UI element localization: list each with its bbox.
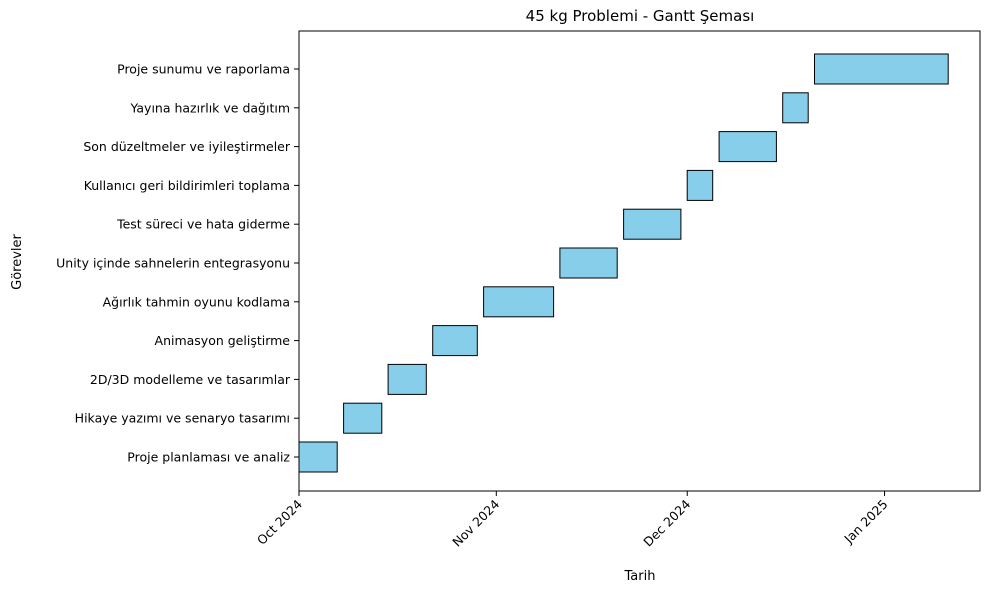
y-tick-label: Kullanıcı geri bildirimleri toplama (84, 178, 290, 193)
y-tick-label: Hikaye yazımı ve senaryo tasarımı (75, 411, 290, 426)
x-tick-label: Nov 2024 (449, 496, 502, 549)
task-bar (483, 286, 555, 318)
y-tick-label: Unity içinde sahnelerin entegrasyonu (56, 256, 290, 271)
task-bar (623, 208, 682, 240)
x-tick-label: Oct 2024 (254, 496, 305, 547)
y-tick-label: 2D/3D modelleme ve tasarımlar (90, 372, 291, 387)
x-axis-title: Tarih (624, 569, 656, 584)
y-tick-label: Yayına hazırlık ve dağıtım (129, 100, 290, 115)
y-tick-label: Animasyon geliştirme (155, 333, 291, 348)
y-tick-label: Proje planlaması ve analiz (127, 450, 290, 465)
y-tick-label: Test süreci ve hata giderme (116, 217, 290, 232)
task-bar (432, 325, 478, 357)
y-tick-label: Ağırlık tahmin oyunu kodlama (103, 294, 290, 309)
y-tick-label: Son düzeltmeler ve iyileştirmeler (83, 139, 291, 154)
task-bar (718, 131, 777, 163)
task-bar (343, 402, 383, 434)
y-axis-title: Görevler (10, 233, 25, 289)
x-tick-label: Jan 2025 (840, 497, 890, 547)
task-bar (298, 441, 338, 473)
task-bar (782, 92, 809, 124)
y-axis-ticks: Proje planlaması ve analiz Hikaye yazımı … (56, 62, 299, 465)
task-bar (814, 53, 949, 85)
x-tick-label: Dec 2024 (640, 496, 693, 549)
y-tick-label: Proje sunumu ve raporlama (117, 62, 290, 77)
bars-layer (298, 53, 949, 473)
task-bar (559, 247, 618, 279)
x-axis-ticks: Oct 2024 Nov 2024 Dec 2024 Jan 2025 (254, 491, 891, 550)
plot-frame (298, 30, 981, 492)
task-bar (387, 363, 427, 395)
chart-title: 45 kg Problemi - Gantt Şeması (526, 7, 755, 25)
task-bar (686, 169, 714, 201)
